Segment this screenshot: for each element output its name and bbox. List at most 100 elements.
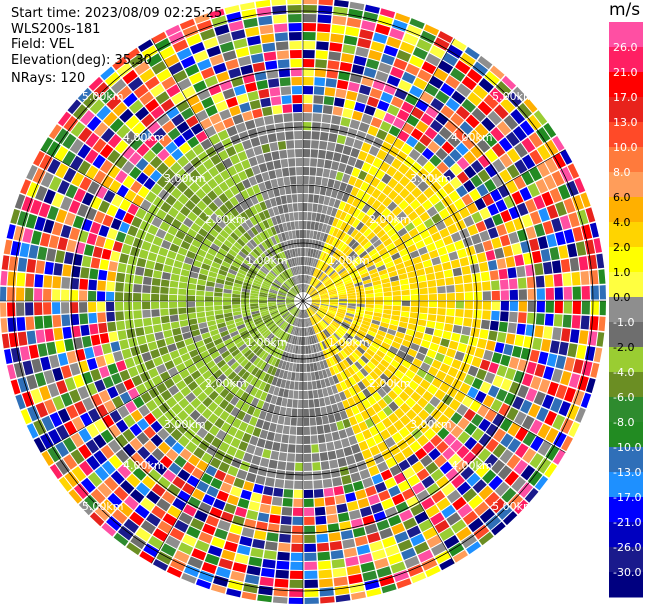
gate-cell: [496, 258, 507, 269]
gate-cell: [356, 211, 366, 221]
gate-cell: [398, 163, 410, 175]
gate-cell: [257, 323, 266, 330]
gate-cell: [213, 406, 224, 417]
gate-cell: [309, 307, 316, 313]
gate-cell: [465, 245, 476, 256]
gate-cell: [462, 510, 478, 525]
gate-cell: [325, 150, 334, 160]
gate-cell: [286, 295, 295, 299]
gate-cell: [249, 435, 259, 446]
gate-cell: [290, 221, 296, 230]
gate-cell: [303, 257, 306, 265]
gate-cell: [405, 181, 417, 193]
gate-cell: [436, 278, 446, 287]
gate-cell: [308, 327, 313, 336]
gate-cell: [178, 295, 187, 301]
gate-cell: [163, 264, 173, 273]
gate-cell: [385, 544, 400, 557]
gate-cell: [156, 382, 168, 394]
gate-cell: [387, 553, 403, 565]
gate-cell: [427, 384, 438, 395]
gate-cell: [339, 298, 347, 301]
gate-cell: [299, 363, 303, 372]
gate-cell: [561, 435, 573, 452]
gate-cell: [376, 363, 387, 373]
gate-cell: [283, 282, 291, 289]
gate-cell: [282, 498, 293, 507]
gate-cell: [361, 192, 371, 203]
gate-cell: [554, 301, 563, 314]
range-ring-labels: 1.00km1.00km1.00km1.00km2.00km2.00km2.00…: [82, 90, 534, 513]
gate-cell: [358, 84, 372, 96]
gate-cell: [383, 369, 394, 379]
colorbar-tick-label: 26.0: [613, 41, 638, 54]
gate-cell: [100, 66, 115, 81]
gate-cell: [307, 308, 313, 316]
gate-cell: [79, 460, 94, 476]
gate-cell: [342, 44, 356, 55]
gate-cell: [530, 376, 542, 390]
gate-cell: [57, 180, 70, 195]
gate-cell: [516, 202, 529, 216]
gate-cell: [263, 373, 271, 383]
gate-cell: [487, 385, 500, 398]
gate-cell: [422, 259, 433, 268]
gate-cell: [350, 147, 360, 158]
gate-cell: [354, 349, 363, 358]
gate-cell: [431, 542, 447, 556]
gate-cell: [259, 429, 269, 440]
gate-cell: [213, 395, 224, 406]
gate-cell: [236, 323, 246, 330]
gate-cell: [210, 329, 219, 337]
gate-cell: [455, 292, 464, 301]
gate-cell: [221, 215, 231, 225]
gate-cell: [52, 367, 64, 382]
gate-cell: [255, 348, 264, 357]
gate-cell: [93, 170, 107, 184]
gate-cell: [337, 512, 350, 523]
gate-cell: [303, 426, 310, 435]
gate-cell: [384, 477, 397, 489]
gate-cell: [386, 75, 401, 87]
gate-cell: [233, 228, 243, 238]
gate-cell: [215, 100, 228, 112]
gate-cell: [238, 170, 248, 181]
gate-cell: [258, 243, 266, 252]
gate-cell: [393, 138, 405, 150]
gate-cell: [116, 320, 126, 331]
gate-cell: [100, 444, 115, 459]
gate-cell: [267, 375, 274, 385]
gate-cell: [155, 38, 171, 52]
gate-cell: [410, 161, 423, 174]
gate-cell: [456, 526, 472, 541]
gate-cell: [510, 109, 526, 125]
gate-cell: [353, 452, 364, 463]
gate-cell: [33, 437, 46, 453]
gate-cell: [132, 194, 144, 207]
gate-cell: [182, 482, 195, 495]
gate-cell: [433, 329, 443, 338]
gate-cell: [256, 79, 269, 90]
gate-cell: [187, 136, 200, 149]
gate-cell: [440, 105, 455, 119]
gate-cell: [311, 294, 320, 299]
gate-cell: [261, 312, 270, 317]
gate-cell: [502, 245, 514, 257]
gate-cell: [71, 172, 85, 187]
gate-cell: [130, 246, 141, 257]
gate-cell: [352, 208, 361, 218]
gate-cell: [290, 316, 295, 325]
gate-cell: [121, 243, 132, 255]
gate-cell: [195, 109, 209, 122]
gate-cell: [358, 440, 369, 451]
gate-cell: [272, 596, 288, 604]
gate-cell: [277, 177, 285, 187]
colorbar-tick-label: 0.0: [613, 291, 631, 304]
gate-cell: [31, 230, 42, 245]
gate-cell: [255, 192, 264, 203]
gate-cell: [365, 301, 374, 305]
gate-cell: [279, 289, 287, 294]
gate-cell: [291, 307, 297, 314]
gate-cell: [552, 136, 565, 152]
gate-cell: [342, 108, 353, 119]
